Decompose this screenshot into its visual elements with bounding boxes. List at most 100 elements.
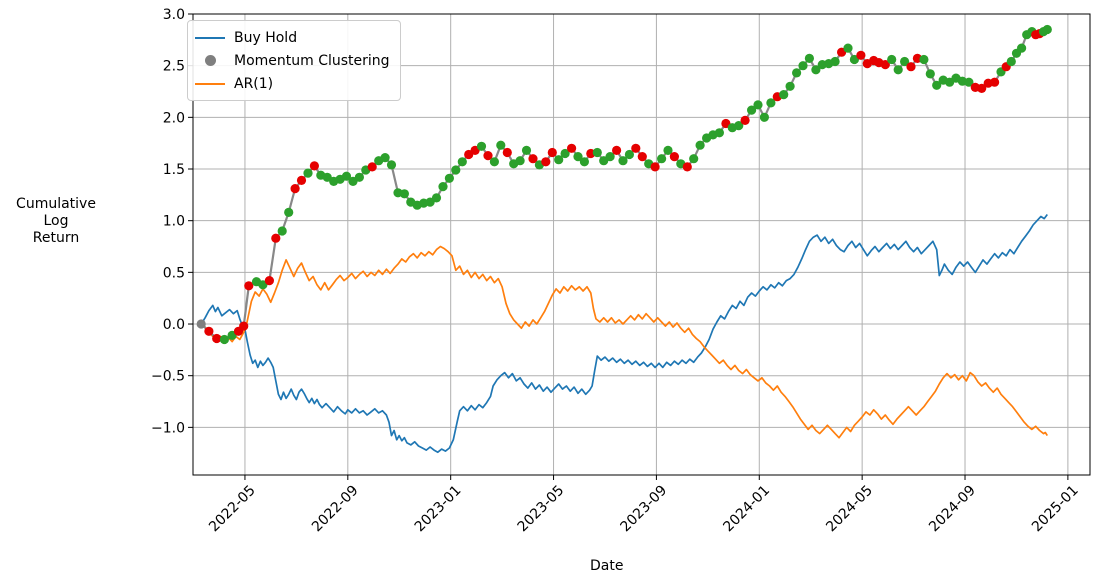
momentum-marker <box>212 333 222 344</box>
momentum-marker <box>367 162 377 172</box>
momentum-marker <box>496 140 506 150</box>
momentum-marker <box>515 156 525 166</box>
momentum-marker <box>977 83 987 93</box>
momentum-marker <box>386 160 397 170</box>
momentum-marker <box>624 149 635 160</box>
momentum-marker <box>925 69 935 79</box>
momentum-marker <box>1042 24 1052 35</box>
momentum-marker <box>244 281 254 291</box>
momentum-marker <box>830 56 840 67</box>
momentum-marker <box>682 162 692 172</box>
momentum-marker <box>271 233 281 243</box>
momentum-marker <box>663 145 673 155</box>
momentum-marker <box>906 62 916 72</box>
momentum-marker <box>521 145 532 155</box>
momentum-marker <box>219 334 229 345</box>
momentum-marker <box>811 65 821 75</box>
y-tick-label: 1.5 <box>163 162 185 178</box>
momentum-marker <box>919 54 929 65</box>
momentum-marker <box>290 184 300 194</box>
momentum-marker <box>476 141 487 151</box>
momentum-marker <box>650 162 660 172</box>
momentum-marker <box>258 280 268 290</box>
momentum-marker <box>431 193 442 203</box>
momentum-marker <box>631 143 641 153</box>
y-tick-label: 2.5 <box>163 59 185 75</box>
momentum-marker <box>880 60 890 70</box>
legend-label: Momentum Clustering <box>234 52 390 69</box>
momentum-marker <box>489 157 499 167</box>
momentum-marker <box>759 112 770 122</box>
plot-border <box>192 13 1091 476</box>
x-tick-label: 2024-05 <box>823 483 876 536</box>
momentum-marker <box>843 43 853 53</box>
momentum-marker <box>303 168 313 178</box>
momentum-marker <box>399 189 409 199</box>
momentum-marker <box>1006 56 1016 67</box>
momentum-marker <box>740 115 750 125</box>
legend: Buy Hold Momentum Clustering AR(1) <box>187 20 401 101</box>
momentum-marker <box>579 157 590 167</box>
momentum-marker <box>798 61 808 71</box>
momentum-marker <box>669 152 680 162</box>
momentum-marker <box>451 165 461 175</box>
momentum-marker <box>380 153 390 163</box>
momentum-marker <box>541 157 551 167</box>
x-tick-label: 2025-01 <box>1029 483 1082 536</box>
momentum-marker <box>689 154 699 164</box>
momentum-marker <box>483 151 493 161</box>
x-axis-label: Date <box>590 558 624 574</box>
x-tick-label: 2023-09 <box>618 483 671 536</box>
momentum-marker <box>284 207 294 217</box>
momentum-marker <box>567 143 577 153</box>
momentum-marker <box>766 98 776 108</box>
x-tick-label: 2024-09 <box>926 483 979 536</box>
momentum-marker-sample-icon <box>195 55 225 66</box>
x-tick-label: 2022-05 <box>206 483 259 536</box>
momentum-marker <box>1017 43 1027 53</box>
momentum-marker <box>309 161 319 171</box>
momentum-marker <box>264 276 274 286</box>
momentum-marker <box>792 68 802 78</box>
momentum-marker <box>785 81 795 91</box>
legend-item-momentum-clustering: Momentum Clustering <box>195 49 390 72</box>
momentum-marker <box>296 175 307 185</box>
series-momentum-markers <box>196 24 1052 345</box>
momentum-marker <box>444 173 454 183</box>
momentum-marker <box>618 156 628 166</box>
momentum-marker <box>341 171 352 181</box>
momentum-marker <box>554 155 564 165</box>
momentum-marker <box>893 65 903 75</box>
y-tick-label: 1.0 <box>163 214 185 230</box>
momentum-marker <box>457 157 467 167</box>
momentum-marker <box>887 54 897 65</box>
momentum-marker <box>239 321 249 331</box>
momentum-marker <box>695 140 705 150</box>
momentum-marker <box>990 77 1000 87</box>
buy-hold-line-sample-icon <box>195 36 225 39</box>
legend-item-ar1: AR(1) <box>195 72 390 95</box>
momentum-marker <box>547 147 557 158</box>
x-tick-label: 2023-01 <box>412 483 465 536</box>
momentum-marker <box>932 80 942 90</box>
momentum-marker <box>637 152 647 162</box>
momentum-marker <box>196 319 206 329</box>
momentum-marker <box>657 154 667 164</box>
x-tick-label: 2023-05 <box>515 483 568 536</box>
momentum-marker <box>612 145 622 155</box>
momentum-marker <box>849 54 860 65</box>
momentum-marker <box>779 90 789 100</box>
y-tick-label: 3.0 <box>163 7 185 23</box>
momentum-marker <box>560 148 570 159</box>
momentum-marker <box>573 152 583 162</box>
momentum-marker <box>804 53 815 64</box>
momentum-marker <box>277 226 287 236</box>
momentum-marker <box>714 128 725 138</box>
ar1-line-sample-icon <box>195 82 225 85</box>
legend-label: AR(1) <box>234 75 274 92</box>
series-ar1-line <box>200 245 1049 439</box>
y-axis-label: Cumulative Log Return <box>16 196 96 246</box>
momentum-marker <box>528 154 538 164</box>
y-tick-label: 0.0 <box>163 317 185 333</box>
momentum-marker <box>354 172 364 182</box>
